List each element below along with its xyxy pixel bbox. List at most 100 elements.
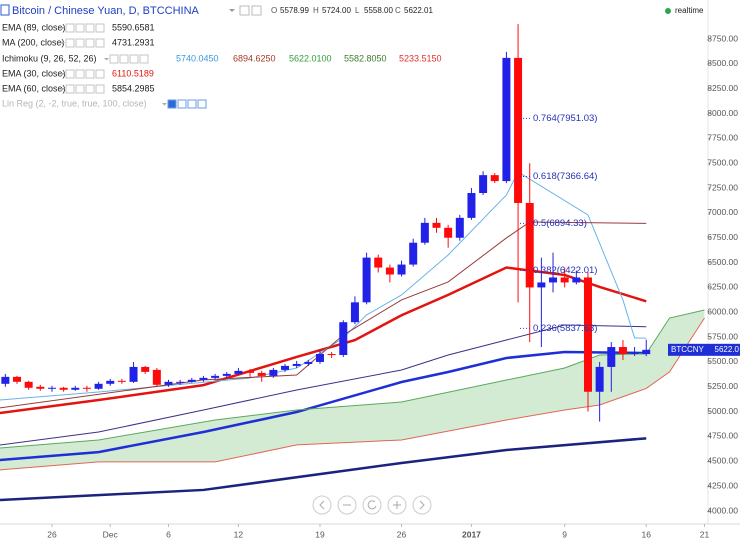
candle-body	[397, 264, 406, 275]
legend-icon[interactable]	[85, 38, 95, 48]
icon	[393, 501, 401, 509]
candle-body	[362, 257, 371, 303]
ohlc-key: L	[355, 6, 360, 15]
candle-body	[141, 366, 150, 372]
candle-body	[222, 373, 231, 376]
candle-body	[560, 277, 569, 283]
dropdown-icon[interactable]	[162, 103, 167, 106]
legend-icon[interactable]	[85, 69, 95, 79]
fib-label: 0.236(5837.63)	[533, 323, 597, 334]
candle-body	[479, 175, 488, 194]
candle-body	[618, 347, 627, 355]
ohlc-key: C	[395, 6, 401, 15]
settings-icon[interactable]	[239, 5, 250, 16]
indicator-line	[0, 221, 647, 409]
icon	[419, 500, 425, 510]
x-tick-label: 6	[166, 529, 171, 539]
legend-icon[interactable]	[197, 99, 207, 109]
price-tag-symbol: BTCCNY	[671, 345, 705, 354]
ichimoku-cloud	[0, 309, 705, 470]
legend-icon[interactable]	[129, 54, 139, 64]
y-tick-label: 7000.00	[707, 207, 738, 217]
candle-body	[129, 366, 138, 382]
legend-icon[interactable]	[75, 23, 85, 33]
legend-value: 5622.0100	[289, 53, 332, 63]
y-tick-label: 6750.00	[707, 232, 738, 242]
legend-icon[interactable]	[177, 99, 187, 109]
overlay: Bitcoin / Chinese Yuan, D, BTCCHINA real…	[0, 4, 740, 539]
legend-value: 6110.5189	[112, 68, 154, 78]
scroll-right-button[interactable]	[412, 495, 432, 515]
legend-icon[interactable]	[109, 54, 119, 64]
dropdown-icon[interactable]	[60, 42, 65, 45]
legend-icon[interactable]	[95, 38, 105, 48]
legend-value: 5854.2985	[112, 83, 155, 93]
legend-icon[interactable]	[75, 38, 85, 48]
candle-body	[607, 347, 616, 367]
dropdown-icon[interactable]	[60, 27, 65, 30]
y-tick-label: 4000.00	[707, 505, 738, 515]
candle-body	[234, 370, 243, 374]
candle-body	[152, 369, 161, 385]
dropdown-icon[interactable]	[60, 73, 65, 76]
indicator-line	[0, 350, 647, 462]
dropdown-icon[interactable]	[60, 88, 65, 91]
candle-body	[490, 175, 499, 182]
candle-body	[24, 381, 33, 388]
indicator-line	[0, 324, 647, 446]
legend-icon[interactable]	[75, 84, 85, 94]
scroll-left-button[interactable]	[312, 495, 332, 515]
legend-icon[interactable]	[65, 69, 75, 79]
menu-icon[interactable]	[0, 4, 10, 16]
legend-icon[interactable]	[95, 23, 105, 33]
ohlc-value: 5622.01	[404, 6, 433, 15]
icon	[319, 500, 325, 510]
legend-icon[interactable]	[85, 23, 95, 33]
legend-value: 5590.6581	[112, 22, 155, 32]
candle-body	[82, 387, 91, 389]
legend-icon[interactable]	[119, 54, 129, 64]
indicator-line	[0, 317, 705, 471]
dropdown-icon[interactable]	[104, 58, 109, 61]
ohlc-value: 5724.00	[322, 6, 351, 15]
legend-icon[interactable]	[95, 69, 105, 79]
y-tick-label: 4250.00	[707, 480, 738, 490]
candle-body	[315, 354, 324, 362]
dropdown-icon[interactable]	[229, 9, 235, 12]
y-tick-label: 7250.00	[707, 182, 738, 192]
candle-body	[467, 193, 476, 218]
y-tick-label: 8750.00	[707, 33, 738, 43]
candle-body	[420, 222, 429, 243]
candle-body	[269, 369, 278, 376]
legend-value: 5740.0450	[176, 53, 219, 63]
fib-label: 0.618(7366.64)	[533, 171, 597, 182]
fib-label: 0.5(6894.33)	[533, 218, 587, 229]
y-tick-label: 5750.00	[707, 331, 738, 341]
y-tick-label: 4500.00	[707, 456, 738, 466]
legend-icon[interactable]	[75, 69, 85, 79]
x-tick-label: 16	[642, 529, 652, 539]
legend-icon[interactable]	[187, 99, 197, 109]
y-tick-label: 5250.00	[707, 381, 738, 391]
legend-label: MA (200, close)	[2, 37, 65, 47]
y-tick-label: 6500.00	[707, 257, 738, 267]
legend-icon[interactable]	[65, 38, 75, 48]
reset-button[interactable]	[362, 495, 382, 515]
legend-icon[interactable]	[95, 84, 105, 94]
eye-icon[interactable]	[251, 5, 262, 16]
legend-label: Lin Reg (2, -2, true, true, 100, close)	[2, 98, 147, 108]
legend-icon[interactable]	[167, 99, 177, 109]
y-tick-label: 8000.00	[707, 108, 738, 118]
x-tick-label: 21	[700, 529, 710, 539]
x-tick-label: 19	[315, 529, 325, 539]
status-dot	[665, 8, 671, 14]
candle-body	[13, 376, 22, 382]
legend-icon[interactable]	[139, 54, 149, 64]
legend-icon[interactable]	[85, 84, 95, 94]
candle-body	[502, 57, 511, 182]
legend-icon[interactable]	[65, 84, 75, 94]
legend-label: EMA (30, close)	[2, 68, 66, 78]
indicator-line	[0, 171, 647, 401]
legend-icon[interactable]	[65, 23, 75, 33]
y-tick-label: 5500.00	[707, 356, 738, 366]
